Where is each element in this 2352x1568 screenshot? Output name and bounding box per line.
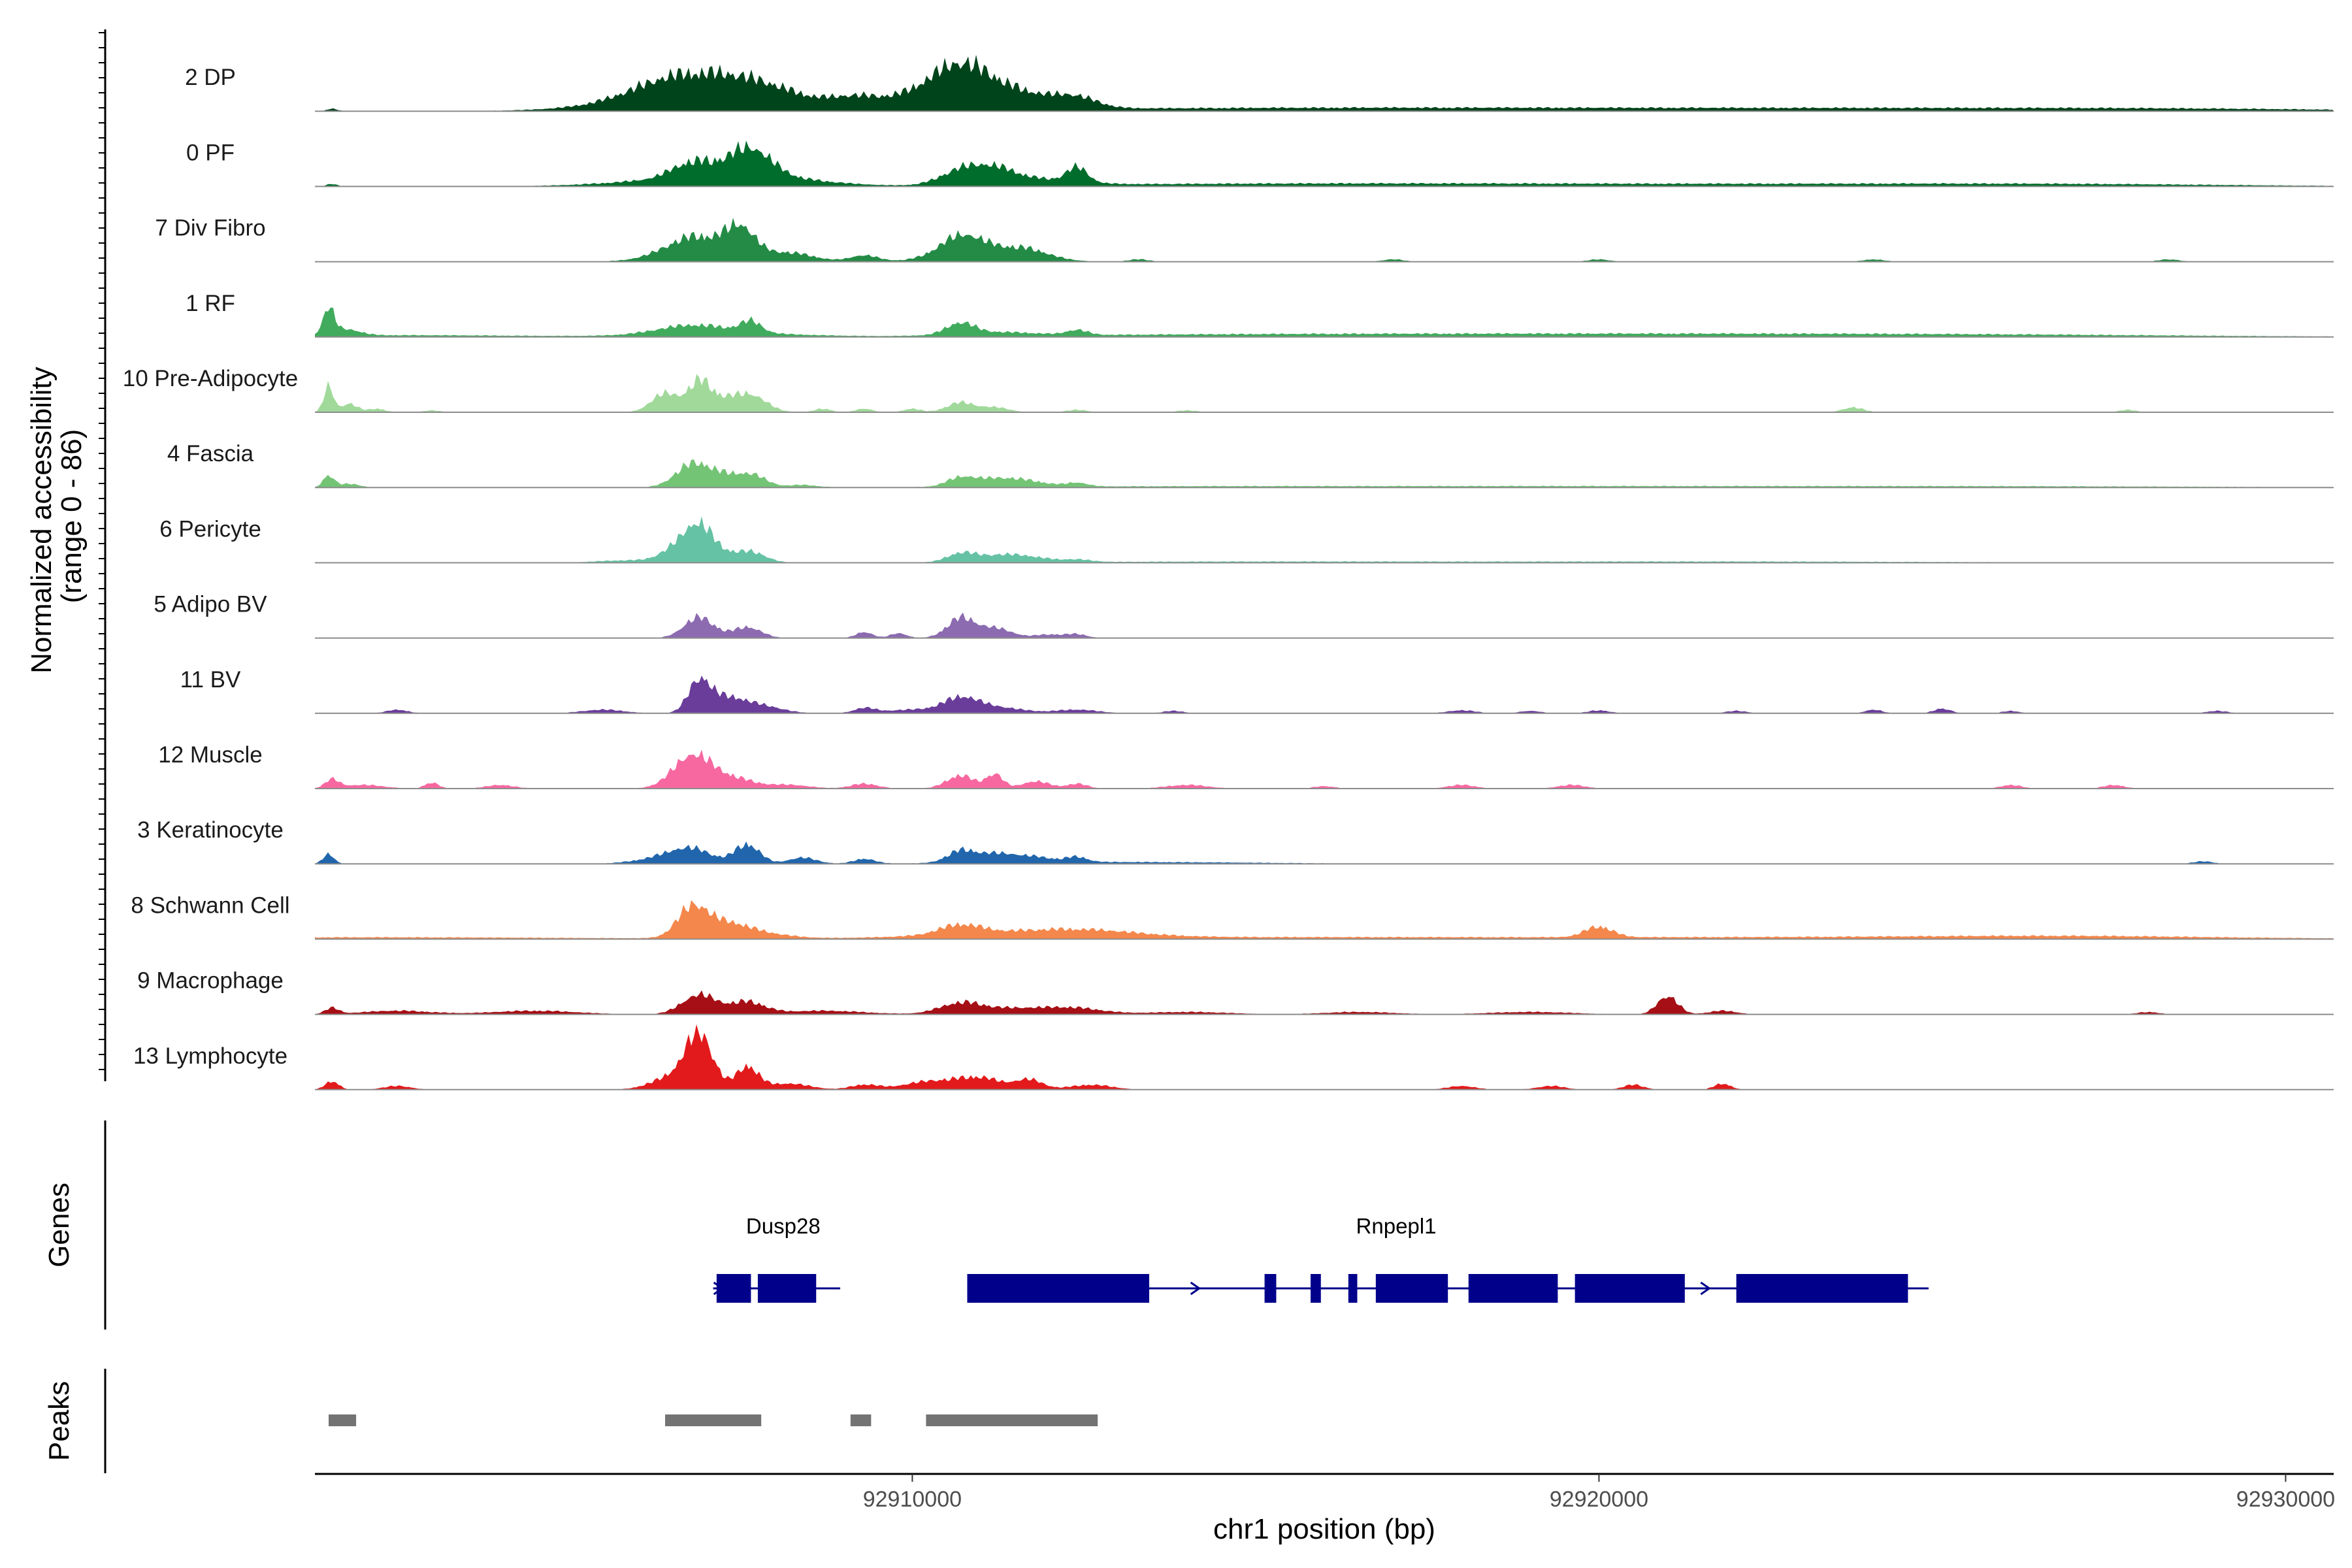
genes-panel: Genes Dusp28 Rnpepl1 bbox=[43, 1120, 1929, 1330]
gene-exon bbox=[716, 1274, 751, 1303]
track-11: 3 Keratinocyte bbox=[137, 817, 2334, 865]
x-tick-label: 92930000 bbox=[2236, 1487, 2335, 1512]
gene-exon bbox=[757, 1274, 817, 1303]
x-tick-label: 92910000 bbox=[863, 1487, 962, 1512]
peak-region bbox=[329, 1414, 357, 1426]
coverage-area bbox=[315, 54, 2334, 112]
track-label: 12 Muscle bbox=[158, 742, 263, 768]
x-axis: 92910000 92920000 92930000 chr1 position (… bbox=[315, 1473, 2335, 1545]
gene-exon bbox=[1736, 1274, 1908, 1303]
track-label: 11 BV bbox=[180, 667, 241, 693]
peaks-panel: Peaks bbox=[43, 1369, 1098, 1473]
track-label: 5 Adipo BV bbox=[154, 592, 267, 617]
coverage-area bbox=[315, 140, 2334, 187]
coverage-area bbox=[315, 218, 2334, 262]
track-label: 1 RF bbox=[186, 291, 235, 316]
track-label: 2 DP bbox=[185, 65, 236, 90]
gene-exon bbox=[1575, 1274, 1685, 1303]
track-label: 10 Pre-Adipocyte bbox=[123, 366, 298, 391]
coverage-y-title: Normalized accessibility (range 0 - 86) bbox=[25, 359, 88, 674]
gene-label: Rnpepl1 bbox=[1356, 1214, 1437, 1238]
track-2: 0 PF bbox=[186, 140, 2334, 188]
x-axis-title: chr1 position (bp) bbox=[1213, 1513, 1435, 1545]
track-7: 6 Pericyte bbox=[159, 516, 2334, 564]
track-label: 8 Schwann Cell bbox=[131, 892, 289, 918]
coverage-y-title-line2: (range 0 - 86) bbox=[56, 429, 88, 604]
track-3: 7 Div Fibro bbox=[155, 216, 2334, 263]
coverage-area bbox=[315, 749, 2334, 789]
peak-regions bbox=[329, 1414, 1098, 1426]
peak-region bbox=[850, 1414, 872, 1426]
coverage-tracks: 2 DP 0 PF 7 Div Fibro 1 RF 10 Pre-Adipocyte 4… bbox=[123, 54, 2334, 1090]
track-13: 9 Macrophage bbox=[137, 968, 2334, 1015]
gene-dusp28: Dusp28 bbox=[713, 1214, 841, 1303]
track-6: 4 Fascia bbox=[167, 441, 2334, 489]
x-tick-label: 92920000 bbox=[1550, 1487, 1648, 1512]
coverage-y-title-line1: Normalized accessibility bbox=[25, 367, 57, 673]
coverage-area bbox=[315, 676, 2334, 713]
peak-region bbox=[926, 1414, 1098, 1426]
track-8: 5 Adipo BV bbox=[154, 592, 2334, 639]
track-10: 12 Muscle bbox=[158, 742, 2334, 789]
genes-panel-title: Genes bbox=[43, 1183, 75, 1267]
coverage-panel: Normalized accessibility (range 0 - 86) … bbox=[25, 29, 2334, 1090]
track-label: 9 Macrophage bbox=[137, 968, 284, 994]
gene-exon bbox=[1348, 1274, 1358, 1303]
track-label: 13 Lymphocyte bbox=[133, 1043, 287, 1069]
peak-region bbox=[665, 1414, 762, 1426]
coverage-area bbox=[315, 459, 2334, 488]
track-label: 6 Pericyte bbox=[159, 516, 261, 542]
strand-arrow bbox=[1190, 1281, 1201, 1296]
track-5: 10 Pre-Adipocyte bbox=[123, 366, 2334, 413]
gene-label: Dusp28 bbox=[746, 1214, 821, 1238]
track-1: 2 DP bbox=[185, 54, 2334, 112]
peaks-panel-title: Peaks bbox=[43, 1381, 75, 1461]
gene-exon bbox=[967, 1274, 1149, 1303]
gene-exon bbox=[1310, 1274, 1321, 1303]
coverage-area bbox=[315, 990, 2334, 1015]
track-4: 1 RF bbox=[186, 291, 2334, 338]
track-12: 8 Schwann Cell bbox=[131, 892, 2334, 940]
x-axis-ticks: 92910000 92920000 92930000 bbox=[863, 1474, 2335, 1512]
coverage-y-ticks bbox=[99, 32, 105, 1070]
strand-arrow bbox=[1700, 1281, 1711, 1296]
gene-exon bbox=[1264, 1274, 1277, 1303]
gene-models: Dusp28 Rnpepl1 bbox=[713, 1214, 1929, 1303]
track-label: 0 PF bbox=[186, 140, 235, 165]
track-label: 3 Keratinocyte bbox=[137, 817, 284, 843]
gene-exon bbox=[1468, 1274, 1558, 1303]
track-label: 7 Div Fibro bbox=[155, 216, 265, 241]
track-label: 4 Fascia bbox=[167, 441, 254, 466]
track-14: 13 Lymphocyte bbox=[133, 1024, 2334, 1090]
gene-rnpepl1: Rnpepl1 bbox=[967, 1214, 1929, 1303]
track-9: 11 BV bbox=[180, 667, 2334, 714]
gene-exon bbox=[1375, 1274, 1448, 1303]
